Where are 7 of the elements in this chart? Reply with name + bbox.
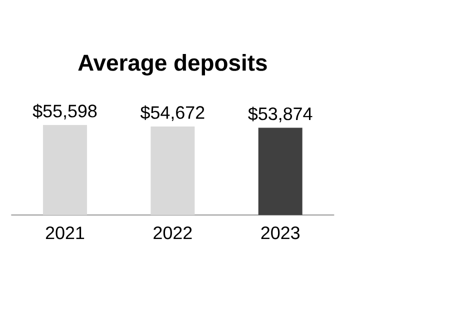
- data-label: $53,874: [248, 106, 312, 122]
- x-tick-label: 2021: [46, 226, 84, 240]
- data-label: $55,598: [32, 104, 97, 120]
- x-tick-label: 2022: [154, 226, 192, 240]
- chart-title: Average deposits: [78, 54, 267, 76]
- x-tick-label: 2023: [261, 226, 300, 240]
- data-label: $54,672: [140, 105, 204, 121]
